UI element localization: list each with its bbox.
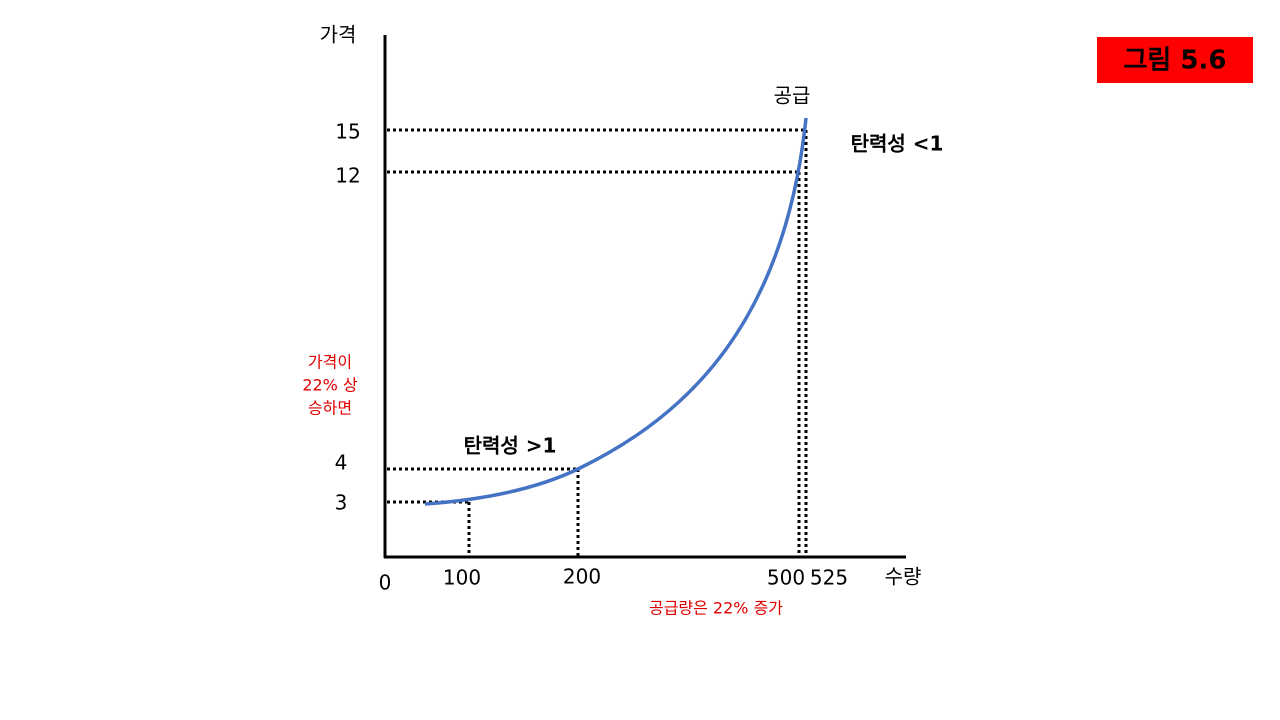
y-tick-label: 4 (335, 451, 348, 475)
y-tick-label: 15 (335, 120, 360, 144)
curve-label: 공급 (774, 84, 811, 108)
figure-label-box (1097, 37, 1253, 83)
y-tick-label: 12 (335, 164, 360, 188)
quantity-note: 공급량은 22% 증가 (649, 599, 783, 618)
origin-label: 0 (379, 571, 392, 595)
price-note: 승하면 (308, 399, 352, 418)
annotation: 탄력성 <1 (851, 132, 944, 156)
y-axis-label: 가격 (320, 23, 357, 47)
x-tick-label: 100 (443, 566, 481, 590)
x-tick-label: 525 (810, 566, 848, 590)
annotation: 탄력성 >1 (464, 434, 557, 458)
supply-curve (424, 117, 808, 506)
x-tick-label: 200 (563, 565, 601, 589)
figure-label: 그림 5.6 (1124, 46, 1227, 76)
x-axis-label: 수량 (885, 565, 922, 589)
price-note: 가격이 (308, 353, 352, 372)
x-tick-label: 500 (767, 566, 805, 590)
y-tick-label: 3 (335, 491, 348, 515)
price-note: 22% 상 (302, 376, 358, 395)
